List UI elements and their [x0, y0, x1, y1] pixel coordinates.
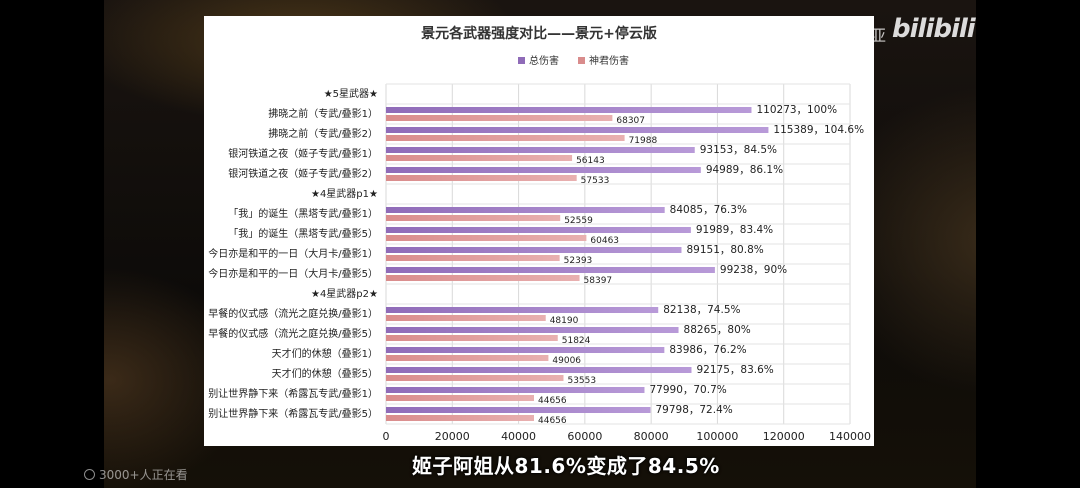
- chart-title: 景元各武器强度对比——景元+停云版: [421, 25, 657, 42]
- bar-sub: [386, 115, 613, 121]
- data-label-total: 93153，84.5%: [700, 144, 777, 156]
- bar-total: [386, 327, 679, 333]
- data-label-total: 82138，74.5%: [663, 304, 740, 316]
- bar-sub: [386, 335, 558, 341]
- bar-sub: [386, 355, 549, 361]
- data-label-sub: 51824: [562, 336, 591, 346]
- x-tick-label: 60000: [567, 430, 602, 443]
- letterbox-right: [976, 0, 1080, 488]
- data-label-total: 79798，72.4%: [655, 404, 732, 416]
- bar-total: [386, 267, 715, 273]
- letterbox-left: [0, 0, 104, 488]
- data-label-total: 84085，76.3%: [670, 204, 747, 216]
- bar-sub: [386, 155, 573, 161]
- data-label-sub: 58397: [584, 276, 613, 286]
- bar-total: [386, 407, 651, 413]
- x-tick-label: 100000: [696, 430, 738, 443]
- bar-total: [386, 147, 695, 153]
- bar-total: [386, 227, 691, 233]
- data-label-total: 99238，90%: [720, 264, 787, 276]
- data-label-total: 77990，70.7%: [649, 384, 726, 396]
- x-tick-label: 0: [383, 430, 390, 443]
- bar-total: [386, 207, 665, 213]
- viewer-count: 3000+人正在看: [84, 466, 188, 483]
- category-label: 别让世界静下来（希露瓦专武/叠影1）: [208, 387, 378, 400]
- category-label: 早餐的仪式感（流光之庭兑换/叠影1）: [208, 307, 378, 320]
- data-label-sub: 53553: [567, 376, 596, 386]
- data-label-sub: 57533: [581, 176, 610, 186]
- bar-sub: [386, 275, 580, 281]
- category-label: 拂晓之前（专武/叠影1）: [268, 107, 378, 120]
- data-label-sub: 52559: [564, 216, 593, 226]
- x-tick-label: 20000: [435, 430, 470, 443]
- x-tick-label: 140000: [829, 430, 871, 443]
- bar-sub: [386, 315, 546, 321]
- category-label: 银河铁道之夜（姬子专武/叠影1）: [228, 147, 378, 160]
- category-label: 「我」的诞生（黑塔专武/叠影5）: [228, 227, 378, 240]
- data-label-total: 83986，76.2%: [669, 344, 746, 356]
- chart-panel: 景元各武器强度对比——景元+停云版总伤害 神君伤害 0 20000 40000 60000…: [204, 16, 874, 446]
- bar-total: [386, 387, 645, 393]
- bar-sub: [386, 415, 535, 421]
- bar-sub: [386, 375, 564, 381]
- bar-sub: [386, 395, 535, 401]
- bar-total: [386, 107, 752, 113]
- viewer-count-text: 3000+人正在看: [99, 468, 188, 482]
- data-label-sub: 44656: [538, 416, 567, 426]
- bar-sub: [386, 255, 560, 261]
- legend-swatch-sub: [578, 57, 585, 64]
- data-label-sub: 68307: [616, 116, 645, 126]
- data-label-total: 91989，83.4%: [696, 224, 773, 236]
- video-subtitle: 姬子阿姐从81.6%变成了84.5%: [412, 454, 720, 478]
- bar-total: [386, 247, 682, 253]
- bar-sub: [386, 235, 587, 241]
- data-label-sub: 49006: [552, 356, 581, 366]
- bar-total: [386, 167, 701, 173]
- category-label: 别让世界静下来（希露瓦专武/叠影5）: [208, 407, 378, 420]
- data-label-total: 110273，100%: [756, 104, 837, 116]
- legend-label-total: 总伤害: [529, 54, 559, 67]
- data-label-total: 92175，83.6%: [696, 364, 773, 376]
- viewers-icon: [84, 469, 95, 480]
- data-label-sub: 71988: [629, 136, 658, 146]
- x-tick-label: 120000: [763, 430, 805, 443]
- bilibili-logo: bilibili: [892, 14, 976, 44]
- category-label: 天才们的休憩（叠影1）: [272, 347, 378, 360]
- bar-sub: [386, 135, 625, 141]
- bar-total: [386, 307, 659, 313]
- bar-total: [386, 367, 692, 373]
- data-label-sub: 52393: [564, 256, 593, 266]
- bar-sub: [386, 215, 561, 221]
- x-tick-label: 40000: [501, 430, 536, 443]
- group-header-label: ★4星武器p1★: [311, 187, 378, 200]
- group-header-label: ★5星武器★: [324, 87, 378, 100]
- bar-total: [386, 347, 665, 353]
- category-label: 拂晓之前（专武/叠影2）: [268, 127, 378, 140]
- bar-sub: [386, 175, 577, 181]
- category-label: 早餐的仪式感（流光之庭兑换/叠影5）: [208, 327, 378, 340]
- category-label: 「我」的诞生（黑塔专武/叠影1）: [228, 207, 378, 220]
- group-header-label: ★4星武器p2★: [311, 287, 378, 300]
- category-label: 银河铁道之夜（姬子专武/叠影2）: [228, 167, 378, 180]
- category-label: 天才们的休憩（叠影5）: [272, 367, 378, 380]
- data-label-sub: 56143: [576, 156, 605, 166]
- legend-swatch-total: [518, 57, 525, 64]
- data-label-total: 115389，104.6%: [773, 124, 864, 136]
- data-label-sub: 60463: [590, 236, 619, 246]
- data-label-total: 94989，86.1%: [706, 164, 783, 176]
- data-label-sub: 48190: [550, 316, 579, 326]
- data-label-total: 88265，80%: [684, 324, 751, 336]
- category-label: 今日亦是和平的一日（大月卡/叠影1）: [208, 247, 378, 260]
- data-label-sub: 44656: [538, 396, 567, 406]
- bar-total: [386, 127, 769, 133]
- x-tick-label: 80000: [634, 430, 669, 443]
- legend-label-sub: 神君伤害: [589, 54, 629, 67]
- data-label-total: 89151，80.8%: [686, 244, 763, 256]
- category-label: 今日亦是和平的一日（大月卡/叠影5）: [208, 267, 378, 280]
